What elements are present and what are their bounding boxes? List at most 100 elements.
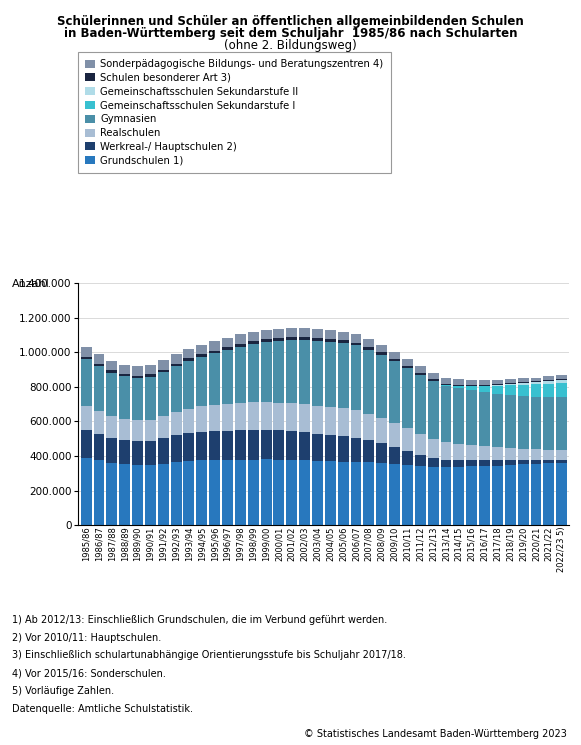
Bar — [530, 381, 541, 382]
Bar — [389, 361, 400, 423]
Bar — [286, 404, 297, 431]
Bar — [492, 448, 503, 460]
Bar — [389, 464, 400, 525]
Bar — [479, 380, 490, 384]
Bar — [171, 462, 182, 525]
Bar — [492, 394, 503, 448]
Bar — [81, 405, 92, 430]
Bar — [248, 332, 259, 341]
Bar — [402, 428, 413, 451]
Bar — [389, 423, 400, 448]
Bar — [505, 395, 516, 448]
Bar — [81, 430, 92, 458]
Bar — [556, 463, 567, 525]
Bar — [440, 460, 451, 467]
Bar — [81, 458, 92, 525]
Bar — [466, 390, 477, 445]
Bar — [350, 438, 361, 462]
Bar — [132, 465, 143, 525]
Bar — [518, 385, 529, 396]
Bar — [505, 379, 516, 383]
Bar — [196, 460, 207, 525]
Bar — [248, 430, 259, 460]
Bar — [274, 338, 284, 341]
Bar — [299, 337, 310, 340]
Bar — [543, 397, 554, 450]
Bar — [184, 409, 195, 433]
Bar — [299, 460, 310, 525]
Bar — [543, 384, 554, 397]
Text: 4) Vor 2015/16: Sonderschulen.: 4) Vor 2015/16: Sonderschulen. — [12, 668, 166, 678]
Bar — [376, 443, 387, 463]
Bar — [428, 439, 439, 457]
Bar — [415, 434, 426, 454]
Bar — [171, 412, 182, 435]
Bar — [415, 466, 426, 525]
Bar — [106, 372, 117, 416]
Bar — [261, 339, 271, 342]
Bar — [119, 374, 130, 376]
Bar — [518, 378, 529, 382]
Bar — [261, 402, 271, 430]
Bar — [94, 460, 105, 525]
Bar — [312, 406, 323, 434]
Bar — [325, 339, 336, 342]
Bar — [492, 380, 503, 384]
Bar — [505, 383, 516, 384]
Bar — [479, 386, 490, 392]
Bar — [196, 345, 207, 354]
Bar — [248, 402, 259, 430]
Bar — [261, 329, 271, 339]
Bar — [158, 416, 168, 438]
Bar — [518, 449, 529, 460]
Bar — [274, 403, 284, 431]
Bar — [518, 460, 529, 464]
Bar — [376, 352, 387, 355]
Bar — [428, 379, 439, 381]
Bar — [338, 436, 349, 462]
Bar — [389, 352, 400, 359]
Bar — [209, 351, 220, 353]
Bar — [119, 419, 130, 440]
Bar — [248, 341, 259, 344]
Bar — [440, 386, 451, 443]
Bar — [299, 340, 310, 405]
Bar — [350, 343, 361, 346]
Text: (ohne 2. Bildungsweg): (ohne 2. Bildungsweg) — [224, 39, 357, 51]
Bar — [171, 367, 182, 412]
Bar — [94, 367, 105, 411]
Text: © Statistisches Landesamt Baden-Württemberg 2023: © Statistisches Landesamt Baden-Württemb… — [304, 729, 566, 739]
Bar — [556, 397, 567, 450]
Bar — [106, 463, 117, 525]
Bar — [184, 460, 195, 525]
Bar — [440, 385, 451, 386]
Bar — [235, 430, 246, 460]
Bar — [132, 375, 143, 378]
Bar — [505, 385, 516, 395]
Bar — [350, 346, 361, 410]
Bar — [415, 454, 426, 466]
Text: Datenquelle: Amtliche Schulstatistik.: Datenquelle: Amtliche Schulstatistik. — [12, 704, 193, 714]
Bar — [196, 357, 207, 407]
Bar — [389, 448, 400, 464]
Bar — [518, 382, 529, 383]
Bar — [171, 354, 182, 364]
Bar — [556, 450, 567, 460]
Bar — [440, 467, 451, 525]
Bar — [274, 460, 284, 525]
Bar — [543, 460, 554, 463]
Bar — [518, 464, 529, 525]
Bar — [222, 404, 233, 431]
Bar — [428, 467, 439, 525]
Bar — [530, 384, 541, 397]
Bar — [505, 460, 516, 465]
Bar — [286, 340, 297, 404]
Bar — [106, 437, 117, 463]
Bar — [440, 443, 451, 460]
Bar — [492, 466, 503, 525]
Bar — [466, 386, 477, 390]
Bar — [440, 378, 451, 384]
Text: 1) Ab 2012/13: Einschließlich Grundschulen, die im Verbund geführt werden.: 1) Ab 2012/13: Einschließlich Grundschul… — [12, 615, 387, 624]
Bar — [286, 460, 297, 525]
Bar — [171, 435, 182, 462]
